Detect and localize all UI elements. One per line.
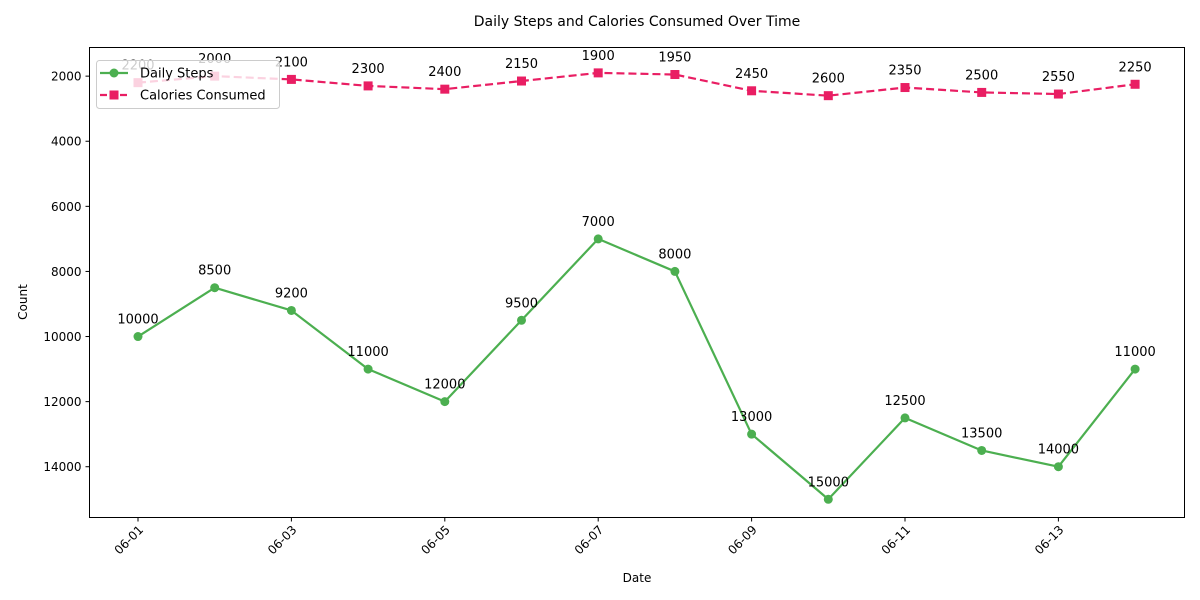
data-label: 2250 xyxy=(1119,60,1152,75)
y-axis-ticks: 2000 4000 6000 8000 10000 12000 14000 xyxy=(43,70,90,474)
data-label: 2100 xyxy=(275,55,308,70)
data-label: 13500 xyxy=(961,426,1002,441)
data-point-marker xyxy=(977,445,987,455)
data-label: 2350 xyxy=(888,64,921,79)
data-point-marker xyxy=(593,68,603,78)
data-label: 10000 xyxy=(117,313,158,328)
data-point-marker xyxy=(363,364,373,374)
x-tick-label: 06-05 xyxy=(418,523,453,558)
data-label: 2150 xyxy=(505,57,538,72)
y-tick-label: 4000 xyxy=(51,135,82,149)
data-point-marker xyxy=(977,87,987,97)
data-label: 14000 xyxy=(1038,443,1079,458)
data-point-marker xyxy=(517,315,526,325)
x-tick-label: 06-09 xyxy=(725,523,760,558)
legend-entries: Daily Steps Calories Consumed xyxy=(100,67,266,104)
chart-title: Daily Steps and Calories Consumed Over T… xyxy=(474,14,800,30)
data-label: 11000 xyxy=(1114,345,1155,360)
y-axis-label: Count xyxy=(16,284,30,320)
data-label: 13000 xyxy=(731,410,772,425)
y-tick-label: 2000 xyxy=(51,70,82,84)
data-label: 2550 xyxy=(1042,70,1075,85)
data-point-marker xyxy=(286,305,296,315)
data-point-marker xyxy=(1053,462,1063,472)
data-label: 2600 xyxy=(812,72,845,87)
data-point-marker xyxy=(1130,364,1140,374)
data-point-marker xyxy=(823,91,833,101)
data-label: 8500 xyxy=(198,264,231,279)
x-tick-label: 06-11 xyxy=(879,523,914,558)
x-axis-label: Date xyxy=(623,571,652,585)
y-tick-label: 14000 xyxy=(43,460,81,474)
data-point-marker xyxy=(823,494,833,504)
data-point-marker xyxy=(900,83,910,93)
data-point-marker xyxy=(1053,89,1063,99)
legend-label: Daily Steps xyxy=(140,67,214,82)
data-point-marker xyxy=(210,283,220,293)
x-tick-label: 06-13 xyxy=(1032,523,1067,558)
series-line xyxy=(137,237,1136,501)
y-tick-label: 12000 xyxy=(43,395,81,409)
data-label: 1950 xyxy=(658,51,691,66)
data-label: 15000 xyxy=(808,475,849,490)
data-point-marker xyxy=(1130,79,1140,89)
data-point-marker xyxy=(286,74,296,84)
data-point-marker xyxy=(670,266,680,276)
data-point-marker xyxy=(747,86,757,96)
data-label: 12500 xyxy=(884,394,925,409)
legend-box xyxy=(96,60,280,109)
data-point-marker xyxy=(133,332,143,342)
data-point-marker xyxy=(900,413,910,423)
data-label: 1900 xyxy=(582,49,615,64)
data-label: 9500 xyxy=(505,296,538,311)
legend-marker xyxy=(109,90,119,100)
data-label: 2500 xyxy=(965,68,998,83)
data-point-marker xyxy=(747,429,757,439)
data-point-marker xyxy=(440,84,450,94)
data-label: 8000 xyxy=(658,247,691,262)
legend: Daily Steps Calories Consumed xyxy=(96,60,280,109)
y-tick-label: 6000 xyxy=(51,200,82,214)
x-tick-label: 06-07 xyxy=(572,523,607,558)
y-tick-label: 8000 xyxy=(51,265,82,279)
data-point-marker xyxy=(517,76,526,86)
y-tick-label: 10000 xyxy=(43,330,81,344)
data-label-layer: 10000 8500 9200 11000 12000 9500 7000 8000 13000… xyxy=(117,49,1155,490)
data-label: 2400 xyxy=(428,65,461,80)
data-label: 2300 xyxy=(352,62,385,77)
legend-marker xyxy=(109,68,119,78)
legend-label: Calories Consumed xyxy=(140,89,266,104)
data-point-marker xyxy=(593,234,603,244)
x-tick-label: 06-01 xyxy=(112,523,147,558)
plot-frame xyxy=(89,47,1185,518)
data-label: 7000 xyxy=(582,215,615,230)
data-point-marker xyxy=(363,81,373,91)
data-point-marker xyxy=(670,70,680,80)
data-label: 9200 xyxy=(275,286,308,301)
data-label: 2450 xyxy=(735,67,768,82)
data-label: 11000 xyxy=(347,345,388,360)
data-label: 12000 xyxy=(424,378,465,393)
data-point-marker xyxy=(440,397,450,407)
x-axis-ticks: 06-01 06-03 06-05 06-07 06-09 06-11 06-13 xyxy=(112,517,1067,558)
series-line xyxy=(137,71,1136,97)
x-tick-label: 06-03 xyxy=(265,523,300,558)
